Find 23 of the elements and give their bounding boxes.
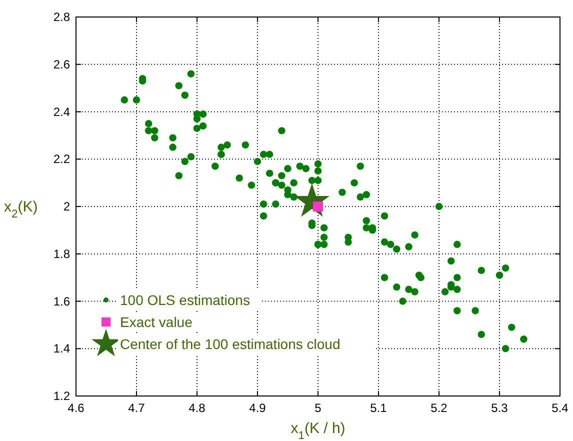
y-tick-label: 1.6 bbox=[53, 294, 70, 308]
x-tick-label: 5 bbox=[314, 401, 322, 415]
x-tick-label: 4.7 bbox=[128, 401, 146, 415]
x-tick-label: 5.4 bbox=[552, 401, 569, 415]
y-axis-title: x$_{2}$(K) bbox=[4, 198, 38, 220]
y-tick-label: 2 bbox=[63, 200, 70, 214]
legend-label: Exact value bbox=[120, 314, 193, 330]
x-tick-label: 4.6 bbox=[68, 401, 85, 415]
y-tick-label: 1.4 bbox=[53, 342, 70, 356]
y-tick-label: 2.6 bbox=[53, 57, 70, 72]
x-tick-label: 5.2 bbox=[430, 401, 448, 415]
y-tick-label: 2.8 bbox=[53, 10, 70, 24]
legend-label: Center of the 100 estimations cloud bbox=[120, 336, 340, 352]
x-axis-title: x$_{1}$(K / h) bbox=[290, 420, 346, 441]
x-tick-label: 4.9 bbox=[249, 401, 266, 415]
y-tick-label: 2.2 bbox=[53, 152, 70, 166]
y-tick-label: 1.2 bbox=[53, 389, 70, 403]
x-tick-label: 5.3 bbox=[491, 401, 508, 415]
y-tick-label: 1.8 bbox=[53, 246, 70, 261]
x-tick-label: 5.1 bbox=[370, 401, 388, 415]
x-tick-label: 4.8 bbox=[188, 401, 206, 415]
y-tick-label: 2.4 bbox=[53, 104, 70, 119]
legend-label: 100 OLS estimations bbox=[120, 292, 250, 308]
